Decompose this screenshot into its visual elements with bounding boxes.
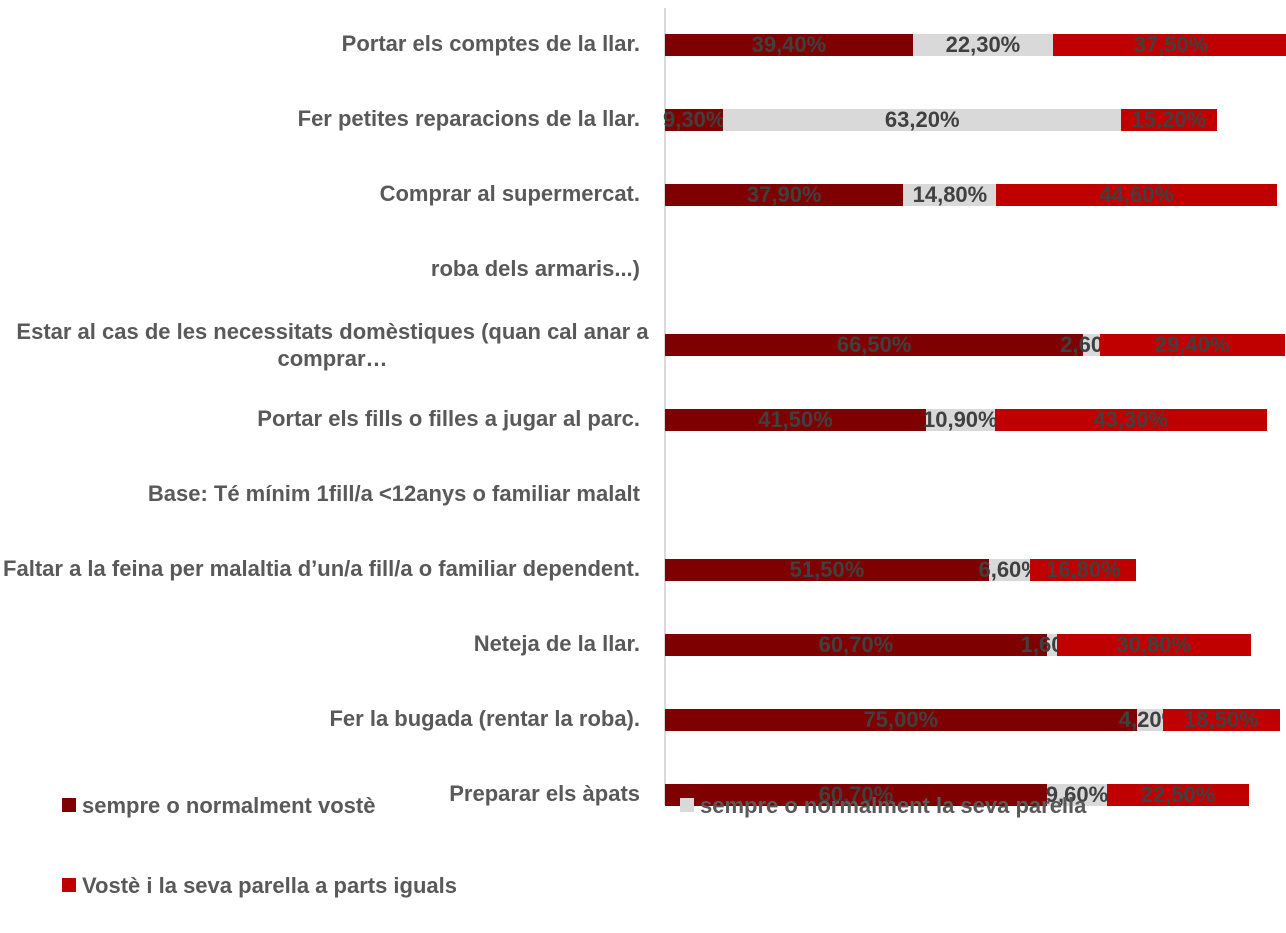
bar-segment: 37,90%: [665, 182, 904, 207]
value-label: 66,50%: [836, 332, 912, 357]
value-label: 63,20%: [884, 107, 960, 132]
value-label: 51,50%: [789, 557, 865, 582]
category-label: Estar al cas de les necessitats domèstiq…: [16, 319, 649, 371]
value-label: 18,50%: [1184, 707, 1259, 732]
category-label: Base: Té mínim 1fill/a <12anys o familia…: [147, 480, 640, 506]
bar-segment: 10,90%: [922, 407, 998, 432]
legend-swatch: [680, 798, 694, 812]
bar-segment: 1,60%: [1021, 632, 1083, 657]
value-label: 14,80%: [912, 182, 988, 207]
value-label: 9,30%: [663, 107, 726, 132]
bar-segment: 29,40%: [1099, 332, 1285, 357]
bar-segment: 39,40%: [665, 32, 913, 57]
value-label: 16,80%: [1045, 557, 1121, 582]
value-label: 75,00%: [863, 707, 939, 732]
category-label: Preparar els àpats: [449, 780, 640, 806]
value-label: 60,70%: [818, 782, 894, 807]
category-label: Fer la bugada (rentar la roba).: [329, 705, 640, 731]
bar-segment: 63,20%: [723, 107, 1121, 132]
value-label: 15,20%: [1131, 107, 1207, 132]
bar-segment: 14,80%: [903, 182, 997, 207]
bar-segment: 60,70%: [665, 782, 1047, 807]
bar-segment: 66,50%: [665, 332, 1084, 357]
category-label: Portar els fills o filles a jugar al par…: [257, 405, 640, 431]
bar-segment: 16,80%: [1030, 557, 1137, 582]
value-label: 60,70%: [818, 632, 894, 657]
value-label: 41,50%: [758, 407, 833, 432]
legend-item: sempre o normalment la seva parella: [680, 793, 1086, 819]
value-label: 9,60%: [1045, 782, 1109, 807]
category-label: Comprar al supermercat.: [379, 180, 640, 206]
bar-segment: 75,00%: [665, 707, 1137, 732]
legend-swatch: [62, 798, 76, 812]
category-label: Portar els comptes de la llar.: [341, 30, 640, 56]
value-label: 30,80%: [1116, 632, 1192, 657]
legend-item: Vostè i la seva parella a parts iguals: [62, 873, 457, 899]
y-axis-line: [664, 8, 666, 805]
bar-segment: 6,60%: [978, 557, 1040, 582]
bar-segment: 2,60%: [1060, 332, 1122, 357]
value-label: 39,40%: [751, 32, 827, 57]
value-label: 22,50%: [1140, 782, 1216, 807]
legend-label: sempre o normalment vostè: [82, 793, 376, 818]
value-label: 44,60%: [1099, 182, 1175, 207]
bar-segment: 4,20%: [1119, 707, 1181, 732]
bar-segment: 37,50%: [1053, 32, 1286, 57]
bar-segment: 44,60%: [996, 182, 1277, 207]
bar-segment: 22,30%: [912, 32, 1054, 57]
value-label: 43,30%: [1093, 407, 1169, 432]
bar-segment: 22,50%: [1107, 782, 1249, 807]
value-label: 37,90%: [746, 182, 822, 207]
legend-swatch: [62, 878, 76, 892]
legend-item: sempre o normalment vostè: [62, 793, 375, 819]
bar-segment: 30,80%: [1056, 632, 1251, 657]
category-label: Neteja de la llar.: [473, 630, 640, 656]
legend-label: sempre o normalment la seva parella: [700, 793, 1087, 818]
bar-segment: 43,30%: [994, 407, 1267, 432]
bar-segment: 41,50%: [665, 407, 927, 432]
value-label: 29,40%: [1154, 332, 1230, 357]
bar-segment: 9,60%: [1045, 782, 1109, 807]
bar-segment: 15,20%: [1121, 107, 1217, 132]
legend-label: Vostè i la seva parella a parts iguals: [82, 873, 457, 898]
bar-segment: 60,70%: [665, 632, 1047, 657]
category-label: Faltar a la feina per malaltia d’un/a fi…: [3, 555, 640, 581]
bar-segment: 18,50%: [1163, 707, 1280, 732]
category-label: Fer petites reparacions de la llar.: [297, 105, 640, 131]
bar-segment: 51,50%: [665, 557, 989, 582]
value-label: 37,50%: [1133, 32, 1209, 57]
bar-segment: 9,30%: [663, 107, 726, 132]
value-label: 10,90%: [922, 407, 998, 432]
category-label: roba dels armaris...): [430, 255, 640, 281]
value-label: 22,30%: [945, 32, 1021, 57]
